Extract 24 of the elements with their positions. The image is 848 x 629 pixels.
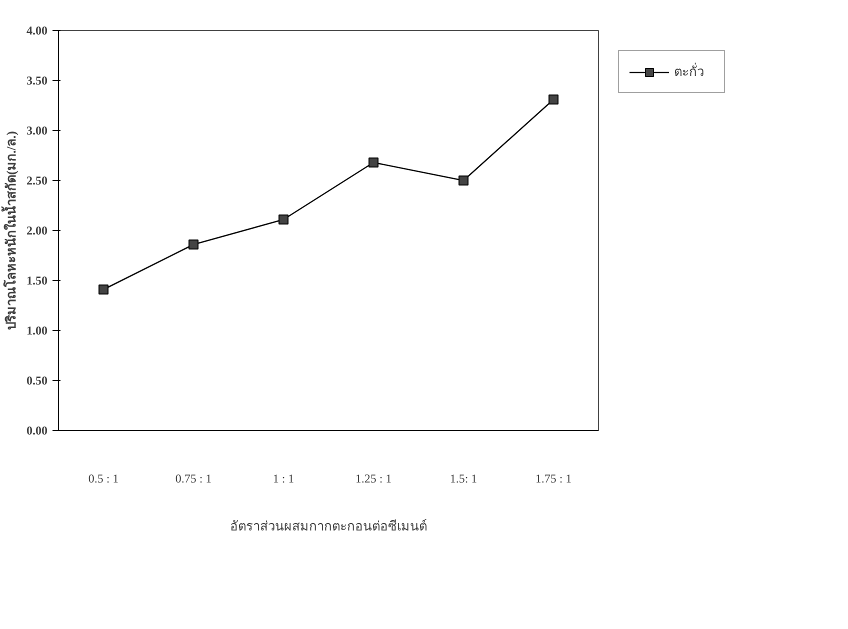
x-tick-label: 1.25 : 1 xyxy=(355,472,392,486)
y-tick-label: 2.00 xyxy=(26,224,48,238)
point xyxy=(278,214,288,224)
y-tick-label: 3.00 xyxy=(26,124,48,138)
legend-label: ตะกั่ว xyxy=(674,62,705,81)
x-tick-label: 0.75 : 1 xyxy=(175,472,212,486)
y-tick-label: 0.00 xyxy=(26,424,48,438)
point xyxy=(458,176,468,186)
x-tick-label: 1 : 1 xyxy=(272,472,294,486)
x-axis-title: อัตราส่วนผสมกากตะกอนต่อซีเมนต์ xyxy=(230,518,427,534)
y-tick-label: 3.50 xyxy=(26,74,48,88)
y-tick-label: 1.00 xyxy=(26,324,48,338)
y-axis-title: ปริมาณโลหะหนักในน้ำสกัด(มก./ล.) xyxy=(0,131,18,330)
point xyxy=(98,284,108,294)
y-tick-label: 2.50 xyxy=(26,174,48,188)
y-tick-label: 0.50 xyxy=(26,374,48,388)
point xyxy=(188,240,198,250)
x-tick-label: 1.5: 1 xyxy=(450,472,478,486)
y-tick-label: 1.50 xyxy=(26,274,48,288)
point xyxy=(368,158,378,168)
x-tick-label: 0.5 : 1 xyxy=(88,472,119,486)
x-tick-label: 1.75 : 1 xyxy=(535,472,572,486)
point xyxy=(548,94,558,104)
y-tick-label: 4.00 xyxy=(26,24,48,38)
